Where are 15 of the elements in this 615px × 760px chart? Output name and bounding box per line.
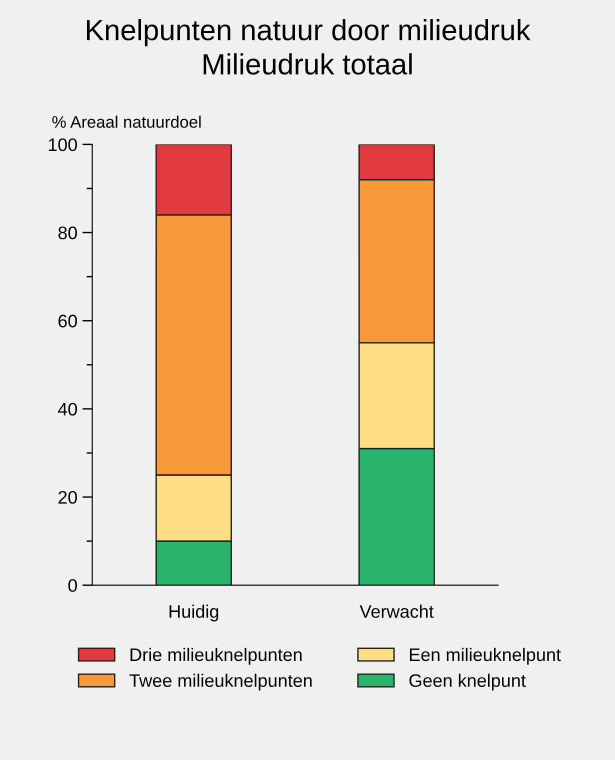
legend-label: Een milieuknelpunt	[410, 648, 561, 665]
x-tick-label: Verwacht	[360, 604, 434, 618]
y-tick-label: 80	[58, 226, 77, 240]
legend-label: Twee milieuknelpunten	[130, 674, 312, 691]
legend-label: Geen knelpunt	[409, 674, 526, 691]
y-tick-label: 60	[58, 314, 77, 328]
y-axis-title: % Areaal natuurdoel	[52, 116, 201, 128]
y-tick-label: 20	[58, 490, 77, 504]
chart-subtitle: Milieudruk totaal	[204, 53, 412, 75]
x-tick-label: Huidig	[170, 604, 218, 622]
y-tick-label: 0	[68, 579, 77, 592]
y-tick-label: 40	[58, 402, 77, 416]
chart-title: Knelpunten natuur door milieudruk	[86, 19, 531, 46]
legend-label: Drie milieuknelpunten	[130, 648, 302, 665]
y-tick-label: 100	[48, 138, 77, 152]
